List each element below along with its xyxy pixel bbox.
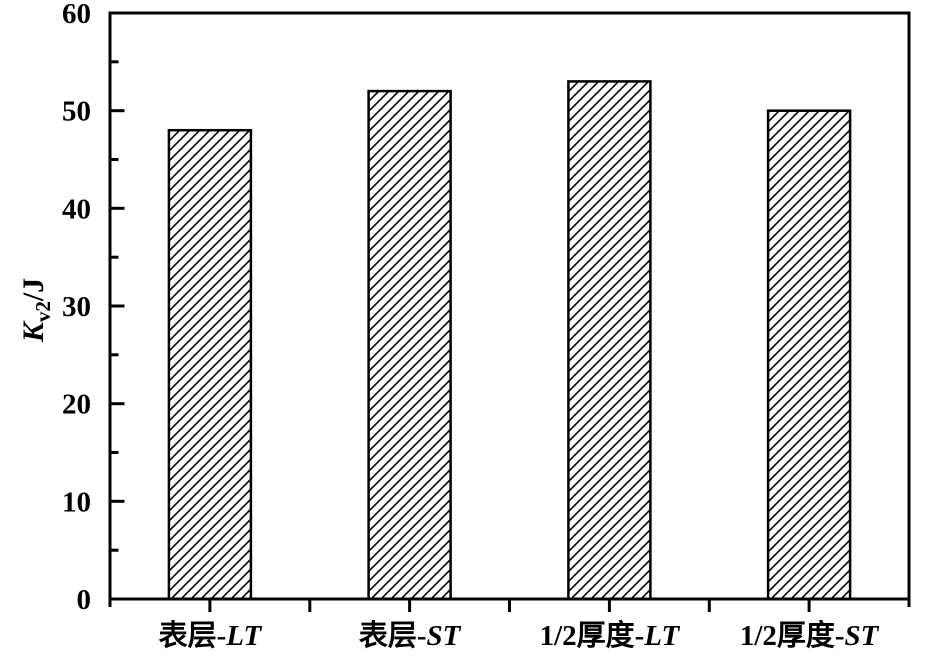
y-axis-title-subscript: v2 xyxy=(31,301,55,322)
x-axis-ticks xyxy=(108,598,911,612)
x-category-label-suffix: LT xyxy=(225,620,262,652)
x-category-label-4: 1/2厚度-ST xyxy=(740,619,880,652)
bar-3 xyxy=(567,80,652,601)
x-category-label-prefix: 表层- xyxy=(359,619,427,652)
x-category-label-prefix: 表层- xyxy=(159,619,227,652)
y-tick-label-10: 10 xyxy=(62,486,91,518)
y-axis-title-unit: /J xyxy=(17,278,50,302)
x-category-label-3: 1/2厚度-LT xyxy=(540,619,681,652)
x-category-label-1: 表层-LT xyxy=(159,619,263,652)
x-category-label-suffix: ST xyxy=(845,620,880,652)
x-category-label-prefix: 1/2厚度- xyxy=(540,619,645,652)
y-tick-label-0: 0 xyxy=(77,584,92,616)
y-axis-title-symbol: K xyxy=(17,320,50,343)
x-category-label-prefix: 1/2厚度- xyxy=(740,619,845,652)
bar-2 xyxy=(367,89,452,601)
y-tick-label-50: 50 xyxy=(62,96,91,128)
x-category-label-2: 表层-ST xyxy=(359,619,462,652)
bar-4 xyxy=(766,109,852,601)
y-axis-ticks xyxy=(111,60,125,552)
x-axis-category-labels: 表层-LT 表层-ST 1/2厚度-LT 1/2厚度-ST xyxy=(159,619,880,652)
y-tick-label-20: 20 xyxy=(62,389,91,421)
y-tick-label-40: 40 xyxy=(62,193,91,225)
y-tick-label-30: 30 xyxy=(62,291,91,323)
y-axis-title: Kv2/J xyxy=(17,278,55,343)
x-category-label-suffix: ST xyxy=(427,620,462,652)
x-category-label-suffix: LT xyxy=(643,620,680,652)
y-axis-tick-labels: 0 10 20 30 40 50 60 xyxy=(62,0,91,616)
y-tick-label-60: 60 xyxy=(62,0,91,30)
bar-1 xyxy=(167,128,253,601)
bars-group xyxy=(167,80,852,601)
